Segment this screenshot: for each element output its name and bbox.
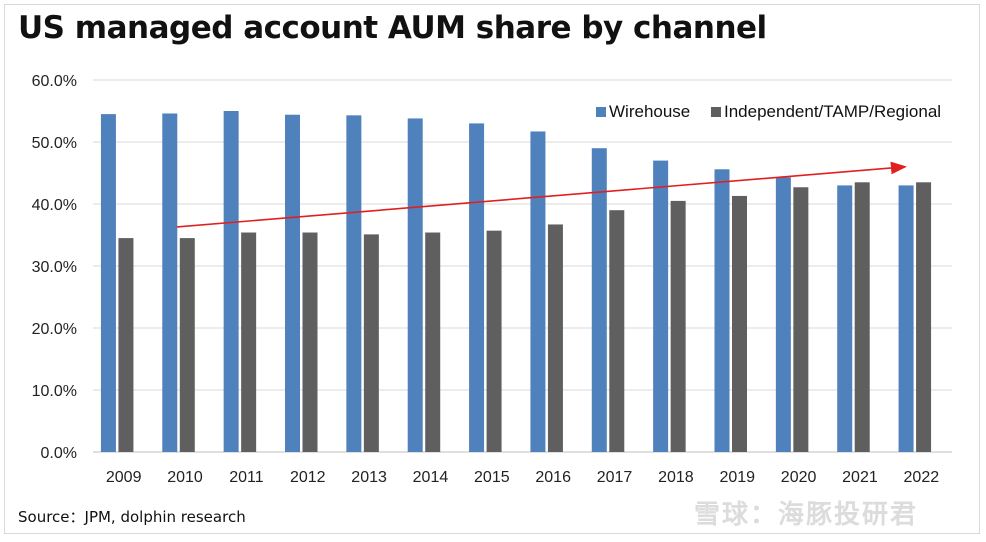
y-tick-label: 20.0% [32, 321, 77, 338]
y-tick-label: 0.0% [41, 445, 77, 462]
legend-label: Independent/TAMP/Regional [724, 102, 941, 121]
x-tick-label: 2020 [781, 469, 817, 486]
x-tick-label: 2012 [290, 469, 326, 486]
x-tick-label: 2017 [597, 469, 633, 486]
chart-title: US managed account AUM share by channel [18, 10, 767, 46]
x-tick-label: 2019 [719, 469, 755, 486]
bar-independent [732, 195, 747, 452]
bar-wirehouse [469, 123, 485, 453]
bar-wirehouse [837, 185, 853, 452]
source-note: Source：JPM, dolphin research [18, 508, 246, 526]
y-tick-label: 30.0% [32, 259, 77, 276]
x-tick-label: 2015 [474, 469, 510, 486]
bar-wirehouse [898, 185, 914, 452]
bar-wirehouse [162, 113, 178, 452]
bar-independent [854, 182, 870, 453]
bar-independent [302, 232, 318, 452]
bar-wirehouse [346, 115, 362, 452]
bar-independent [670, 200, 686, 452]
bar-wirehouse [653, 160, 669, 452]
bar-wirehouse [775, 177, 791, 452]
x-tick-label: 2010 [167, 469, 203, 486]
x-tick-label: 2011 [229, 469, 264, 486]
x-tick-label: 2016 [535, 469, 571, 486]
x-tick-label: 2018 [658, 469, 694, 486]
x-tick-label: 2014 [413, 469, 449, 486]
bar-independent [363, 234, 379, 452]
bar-independent [179, 238, 195, 452]
bar-independent [547, 224, 563, 452]
bar-independent [916, 182, 932, 453]
x-tick-label: 2022 [904, 469, 940, 486]
y-tick-label: 10.0% [32, 383, 77, 400]
bar-wirehouse [407, 118, 423, 452]
y-tick-label: 60.0% [32, 73, 77, 90]
bar-wirehouse [223, 111, 239, 452]
bar-independent [118, 238, 134, 452]
x-tick-label: 2021 [842, 469, 878, 486]
bar-wirehouse [285, 114, 300, 452]
bar-independent [425, 232, 441, 452]
bar-wirehouse [714, 169, 730, 452]
y-tick-label: 40.0% [32, 197, 77, 214]
trend-arrow [176, 161, 907, 228]
legend-label: Wirehouse [609, 102, 690, 121]
bar-independent [609, 210, 625, 452]
x-tick-label: 2013 [351, 469, 387, 486]
bar-independent [793, 187, 809, 452]
bar-wirehouse [591, 148, 607, 452]
watermark: 雪球：海豚投研君 [694, 500, 919, 530]
bar-wirehouse [530, 131, 546, 452]
legend-swatch [711, 107, 721, 117]
bar-independent [241, 232, 257, 452]
y-tick-label: 50.0% [32, 135, 77, 152]
bar-independent [486, 230, 502, 452]
bar-wirehouse [100, 114, 116, 452]
x-tick-label: 2009 [106, 469, 142, 486]
legend-swatch [596, 107, 606, 117]
